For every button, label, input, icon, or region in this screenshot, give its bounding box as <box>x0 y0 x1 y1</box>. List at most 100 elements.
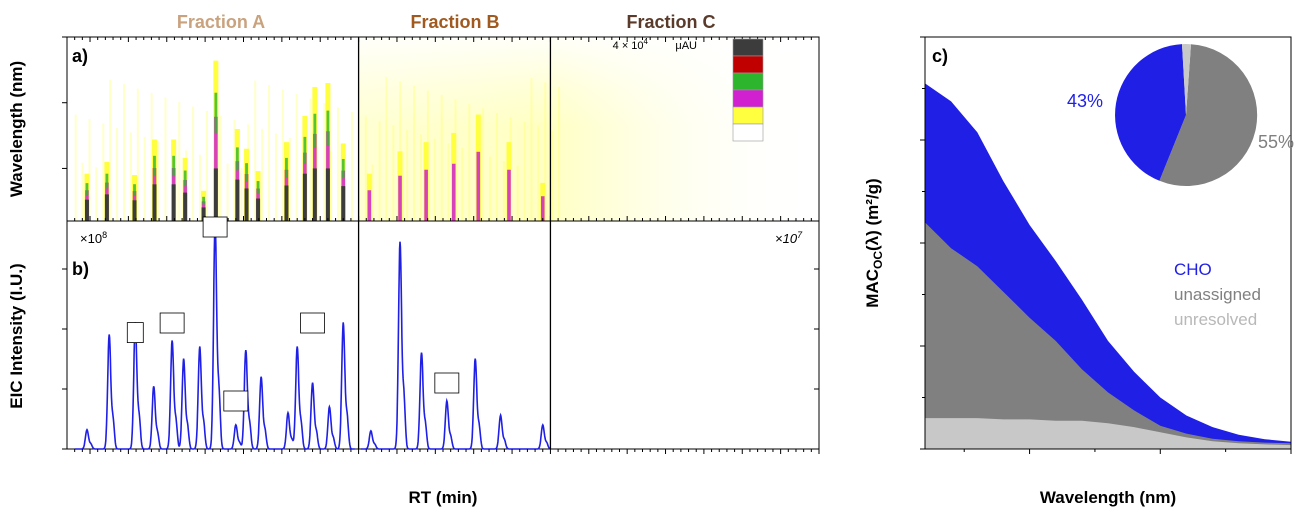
area-unresolved <box>925 418 1291 449</box>
heatmap-streak <box>288 137 291 221</box>
heatmap-streak <box>164 97 167 221</box>
panel-b-peak-labels <box>126 216 460 412</box>
heatmap-streak <box>136 88 139 221</box>
heatmap-streak <box>295 94 298 221</box>
heatmap-column-40 <box>507 169 511 221</box>
heatmap-streak <box>281 89 284 221</box>
heatmap-streak <box>461 147 464 221</box>
inset-pie-chart <box>1115 44 1258 187</box>
heatmap-streak <box>150 93 153 221</box>
panel-c-x-axis <box>963 449 1292 454</box>
heatmap-streak <box>316 146 319 221</box>
panel-b-multiplier-left: ×108 <box>80 230 107 246</box>
panel-a-label: a) <box>72 46 88 66</box>
panel-b-traces <box>74 223 551 450</box>
heatmap-column-100 <box>341 186 346 221</box>
heatmap-streak <box>399 81 402 221</box>
shared-xlabel: RT (min) <box>409 488 478 507</box>
heatmap-column-60 <box>313 113 317 148</box>
peak-label-box <box>126 322 144 344</box>
heatmap-column-60 <box>235 147 239 171</box>
heatmap-streak <box>447 143 450 221</box>
legend-unassigned: unassigned <box>1174 285 1261 304</box>
ylabel-rest: (λ) (m²/g) <box>863 178 882 251</box>
heatmap-streak <box>116 127 119 221</box>
heatmap-streak <box>392 125 395 221</box>
heatmap-streak <box>495 112 498 221</box>
heatmap-column-60 <box>133 184 136 196</box>
heatmap-column-60 <box>202 196 205 205</box>
heatmap-column-40 <box>398 175 402 221</box>
heatmap-column-100 <box>325 168 330 221</box>
heatmap-column-100 <box>183 192 188 221</box>
heatmap-streak <box>81 162 84 221</box>
heatmap-streak <box>433 138 436 221</box>
heatmap-column-100 <box>235 179 240 221</box>
heatmap-column-100 <box>132 200 137 221</box>
heatmap-column-40 <box>451 163 456 221</box>
heatmap-streak <box>516 165 519 221</box>
heatmap-column-100 <box>104 194 109 221</box>
peak-label-box <box>434 372 460 394</box>
panel-a: a) Wavelength (nm) 4 × 104 μAU <box>7 36 820 222</box>
heatmap-streak <box>261 128 264 221</box>
scale-unit: μAU <box>675 40 697 52</box>
heatmap-streak <box>309 98 312 221</box>
heatmap-streak <box>482 108 485 221</box>
panel-b-multiplier-right: ×107 <box>775 230 803 246</box>
heatmap-column-100 <box>244 188 249 221</box>
heatmap-column-100 <box>302 173 307 221</box>
heatmap-column-40 <box>476 151 481 221</box>
panel-c-legend: CHO unassigned unresolved <box>1174 260 1261 329</box>
heatmap-streak <box>385 77 388 221</box>
heatmap-streak <box>102 123 105 221</box>
heatmap-streak <box>406 129 409 221</box>
heatmap-streak <box>143 136 146 221</box>
heatmap-column-100 <box>284 185 289 221</box>
pie-slice <box>1115 44 1186 181</box>
panel-b: b) ×108 ×107 EIC Intensity (I.U.) RT (mi… <box>7 216 820 507</box>
heatmap-streak <box>198 154 201 221</box>
heatmap-column-100 <box>213 168 218 221</box>
heatmap-column-100 <box>84 199 89 221</box>
intensity-scale: 4 × 104 μAU <box>613 37 697 52</box>
panel-b-y-axis-left <box>62 268 67 450</box>
heatmap-streak <box>129 132 132 221</box>
panel-c-xlabel: Wavelength (nm) <box>1040 488 1176 507</box>
legend-swatch <box>732 55 764 74</box>
heatmap-streak <box>419 134 422 221</box>
fraction-titles: Fraction A Fraction B Fraction C <box>177 12 716 32</box>
pie-label-unassigned: 55% <box>1258 132 1294 152</box>
heatmap-streak <box>489 156 492 221</box>
fraction-c-title: Fraction C <box>626 12 715 32</box>
peak-label-box <box>223 390 249 412</box>
area-unassigned <box>925 222 1291 449</box>
heatmap-streak <box>350 111 353 221</box>
scale-value: 4 × 104 <box>613 37 649 52</box>
heatmap-streak <box>192 106 195 221</box>
panel-c-areas <box>925 83 1291 450</box>
heatmap-streak <box>413 86 416 221</box>
peak-label-box <box>159 312 185 334</box>
panel-c-label: c) <box>932 46 948 66</box>
heatmap-streak <box>88 119 91 221</box>
pie-slice <box>1159 44 1258 187</box>
ylabel-main: MAC <box>863 269 882 308</box>
legend-cho: CHO <box>1174 260 1212 279</box>
heatmap-streak <box>123 84 126 221</box>
fraction-b-title: Fraction B <box>410 12 499 32</box>
heatmap-streak <box>537 126 540 221</box>
legend-swatch <box>732 123 764 142</box>
legend-swatch <box>732 106 764 125</box>
eic-trace-fraction-a <box>74 223 355 450</box>
peak-label-box <box>202 216 228 238</box>
heatmap-streak <box>502 161 505 221</box>
panel-a-y-axis <box>62 36 67 169</box>
peak-label-box <box>300 312 325 334</box>
legend-swatch <box>732 38 764 57</box>
heatmap-column-60 <box>85 183 89 195</box>
heatmap-column-60 <box>183 170 187 187</box>
heatmap-streak <box>337 107 340 221</box>
heatmap-streak <box>226 163 229 221</box>
